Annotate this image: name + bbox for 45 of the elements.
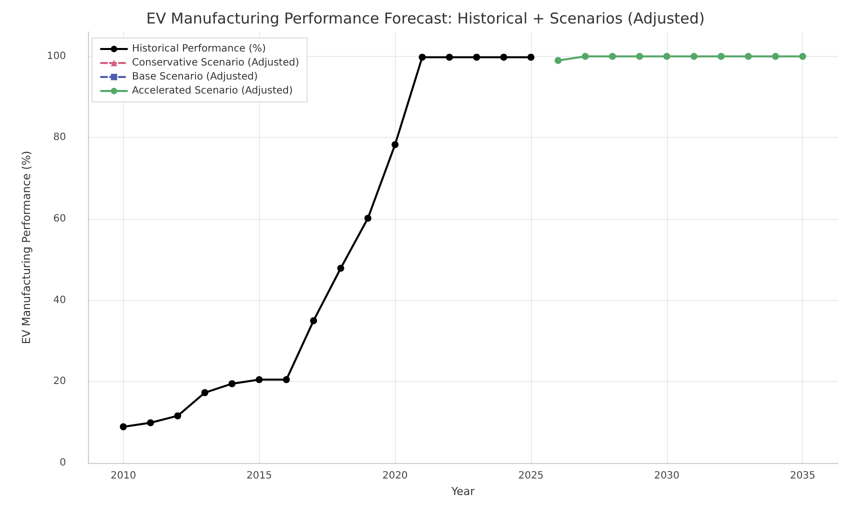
point: [799, 52, 806, 60]
point: [527, 54, 534, 61]
y-tick-label: 60: [53, 214, 66, 225]
point: [744, 52, 752, 60]
x-tick-label: 2025: [518, 470, 544, 482]
point: [364, 214, 372, 222]
point: [772, 52, 779, 60]
legend-label: Base Scenario (Adjusted): [132, 72, 258, 82]
point: [147, 419, 154, 426]
point: [608, 52, 616, 60]
legend-label: Historical Performance (%): [132, 44, 266, 54]
y-tick-label: 40: [53, 294, 66, 306]
y-tick-label: 100: [46, 50, 66, 62]
point: [282, 376, 290, 384]
x-axis-title: Year: [450, 484, 476, 498]
y-tick-label: 80: [53, 132, 66, 144]
point: [174, 412, 182, 420]
x-tick-label: 2015: [246, 470, 272, 482]
point: [500, 54, 508, 61]
x-tick-label: 2035: [790, 470, 816, 482]
point: [446, 54, 453, 61]
point: [473, 54, 480, 61]
y-tick-label: 20: [53, 376, 66, 388]
point: [554, 56, 562, 64]
point: [582, 52, 589, 60]
point: [718, 52, 725, 60]
point: [663, 52, 670, 60]
x-tick-label: 2020: [382, 470, 408, 482]
point: [636, 52, 644, 60]
point: [120, 423, 127, 430]
x-tick-label: 2030: [654, 470, 680, 482]
point: [337, 264, 344, 272]
point: [392, 141, 399, 148]
point: [256, 376, 263, 384]
point: [690, 52, 698, 60]
point: [310, 317, 318, 324]
y-tick-label: 0: [60, 458, 66, 468]
legend-label: Accelerated Scenario (Adjusted): [132, 86, 293, 96]
y-axis-title: EV Manufacturing Performance (%): [20, 150, 33, 344]
point: [201, 389, 208, 396]
legend-label: Conservative Scenario (Adjusted): [132, 58, 300, 68]
x-tick-label: 2010: [110, 470, 136, 482]
chart-title: EV Manufacturing Performance Forecast: Historical + Scenarios (Adjusted): [146, 10, 705, 28]
point: [228, 380, 236, 388]
point: [418, 54, 426, 61]
